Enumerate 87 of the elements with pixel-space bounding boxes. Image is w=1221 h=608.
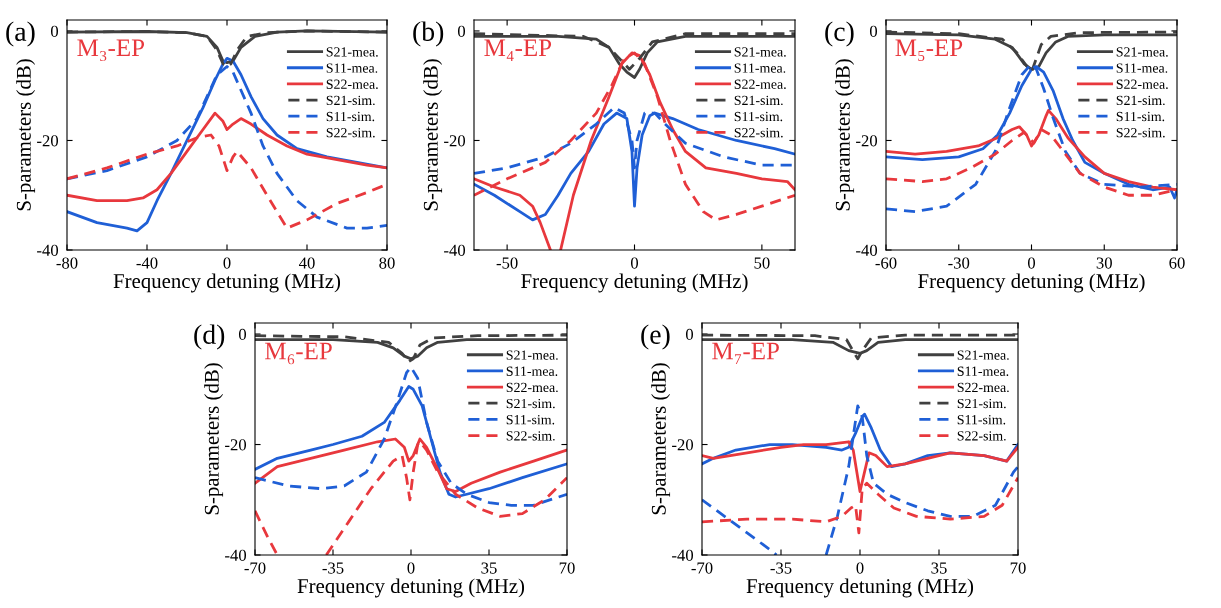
y-axis-title: S-parameters (dB) <box>835 59 855 211</box>
y-tick-label: -20 <box>37 135 59 147</box>
x-axis-title: Frequency detuning (MHz) <box>918 273 1145 293</box>
annotation: M₇-EP <box>712 342 779 365</box>
legend-label: S11-sim. <box>506 415 555 425</box>
x-tick-label: 60 <box>1169 257 1185 269</box>
annotation: M₆-EP <box>265 342 332 365</box>
y-tick-label: -40 <box>856 244 878 256</box>
legend-label: S21-sim. <box>326 95 375 106</box>
line-series <box>474 111 795 222</box>
legend-label: S22-mea. <box>734 79 786 89</box>
chart-title: (b) <box>413 21 444 47</box>
annotation: M₄-EP <box>484 39 552 61</box>
x-tick-label: 50 <box>754 257 770 269</box>
legend-label: S22-mea. <box>1116 79 1168 89</box>
y-tick-label: -20 <box>225 439 247 451</box>
y-tick-label: 0 <box>50 25 59 37</box>
y-tick-label: -20 <box>672 439 694 451</box>
legend-label: S21-mea. <box>506 350 558 360</box>
legend-label: S11-sim. <box>326 111 375 122</box>
y-tick-label: 0 <box>457 25 466 37</box>
x-tick-label: 70 <box>1010 562 1026 574</box>
y-axis-title: S-parameters (dB) <box>651 363 671 515</box>
x-tick-label: -50 <box>496 257 518 269</box>
x-tick-label: 30 <box>1096 257 1112 269</box>
legend-label: S11-sim. <box>1116 111 1165 122</box>
x-tick-label: -80 <box>56 257 78 269</box>
y-tick-label: -20 <box>444 135 466 147</box>
legend-label: S11-sim. <box>734 111 783 122</box>
chart-title: (e) <box>641 324 670 350</box>
x-tick-label: -70 <box>244 562 266 574</box>
legend-label: S21-mea. <box>326 47 378 57</box>
x-tick-label: -70 <box>691 562 713 574</box>
x-tick-label: -35 <box>770 562 792 574</box>
y-tick-label: -40 <box>444 244 466 256</box>
legend-label: S11-mea. <box>734 63 786 73</box>
annotation: M₅-EP <box>895 39 963 61</box>
legend-label: S22-sim. <box>506 431 555 441</box>
legend-label: S11-mea. <box>957 366 1009 376</box>
x-tick-label: -60 <box>875 257 897 269</box>
legend-label: S22-sim. <box>734 128 783 138</box>
x-axis-title: Frequency detuning (MHz) <box>297 578 525 598</box>
chart-title: (d) <box>194 324 225 350</box>
legend-label: S21-sim. <box>734 95 783 106</box>
y-axis-title: S-parameters (dB) <box>204 363 224 515</box>
legend-label: S21-mea. <box>734 47 786 57</box>
y-tick-label: -20 <box>856 135 878 147</box>
legend-label: S22-mea. <box>326 79 378 89</box>
x-tick-label: 40 <box>298 257 315 269</box>
legend-label: S22-sim. <box>326 128 375 138</box>
x-tick-label: -30 <box>948 257 970 269</box>
y-tick-label: -40 <box>225 549 247 561</box>
legend-label: S22-mea. <box>957 382 1009 393</box>
y-tick-label: 0 <box>238 328 247 340</box>
y-tick-label: 0 <box>869 25 878 37</box>
y-axis-title: S-parameters (dB) <box>16 59 36 211</box>
x-tick-label: 80 <box>379 257 395 269</box>
chart-title: (c) <box>825 21 854 47</box>
x-tick-label: 35 <box>481 562 497 574</box>
annotation: M₃-EP <box>77 39 145 62</box>
legend-label: S22-sim. <box>957 431 1006 441</box>
x-tick-label: -40 <box>136 257 158 269</box>
chart-title: (a) <box>6 21 35 47</box>
y-axis-title: S-parameters (dB) <box>423 59 443 211</box>
legend-label: S22-mea. <box>506 382 558 393</box>
y-tick-label: -40 <box>37 244 59 256</box>
x-tick-label: 0 <box>1027 257 1036 269</box>
legend-label: S21-sim. <box>1116 95 1165 106</box>
y-tick-label: 0 <box>685 328 694 340</box>
legend-label: S11-mea. <box>506 366 558 376</box>
x-tick-label: 0 <box>630 257 639 269</box>
y-tick-label: -40 <box>672 549 694 561</box>
legend-label: S21-mea. <box>1116 47 1168 57</box>
x-tick-label: -35 <box>322 562 344 574</box>
x-axis-title: Frequency detuning (MHz) <box>113 273 341 293</box>
x-tick-label: 70 <box>559 562 575 574</box>
legend-label: S22-sim. <box>1116 128 1165 138</box>
x-axis-title: Frequency detuning (MHz) <box>746 578 974 598</box>
x-tick-label: 0 <box>407 562 415 574</box>
legend-label: S21-sim. <box>957 398 1006 409</box>
legend-label: S21-mea. <box>957 350 1009 360</box>
legend-label: S11-mea. <box>326 63 378 73</box>
legend-label: S11-sim. <box>957 415 1006 425</box>
x-axis-title: Frequency detuning (MHz) <box>521 273 748 293</box>
x-tick-label: 35 <box>931 562 947 574</box>
legend-label: S21-sim. <box>506 398 555 409</box>
legend-label: S11-mea. <box>1116 63 1168 73</box>
